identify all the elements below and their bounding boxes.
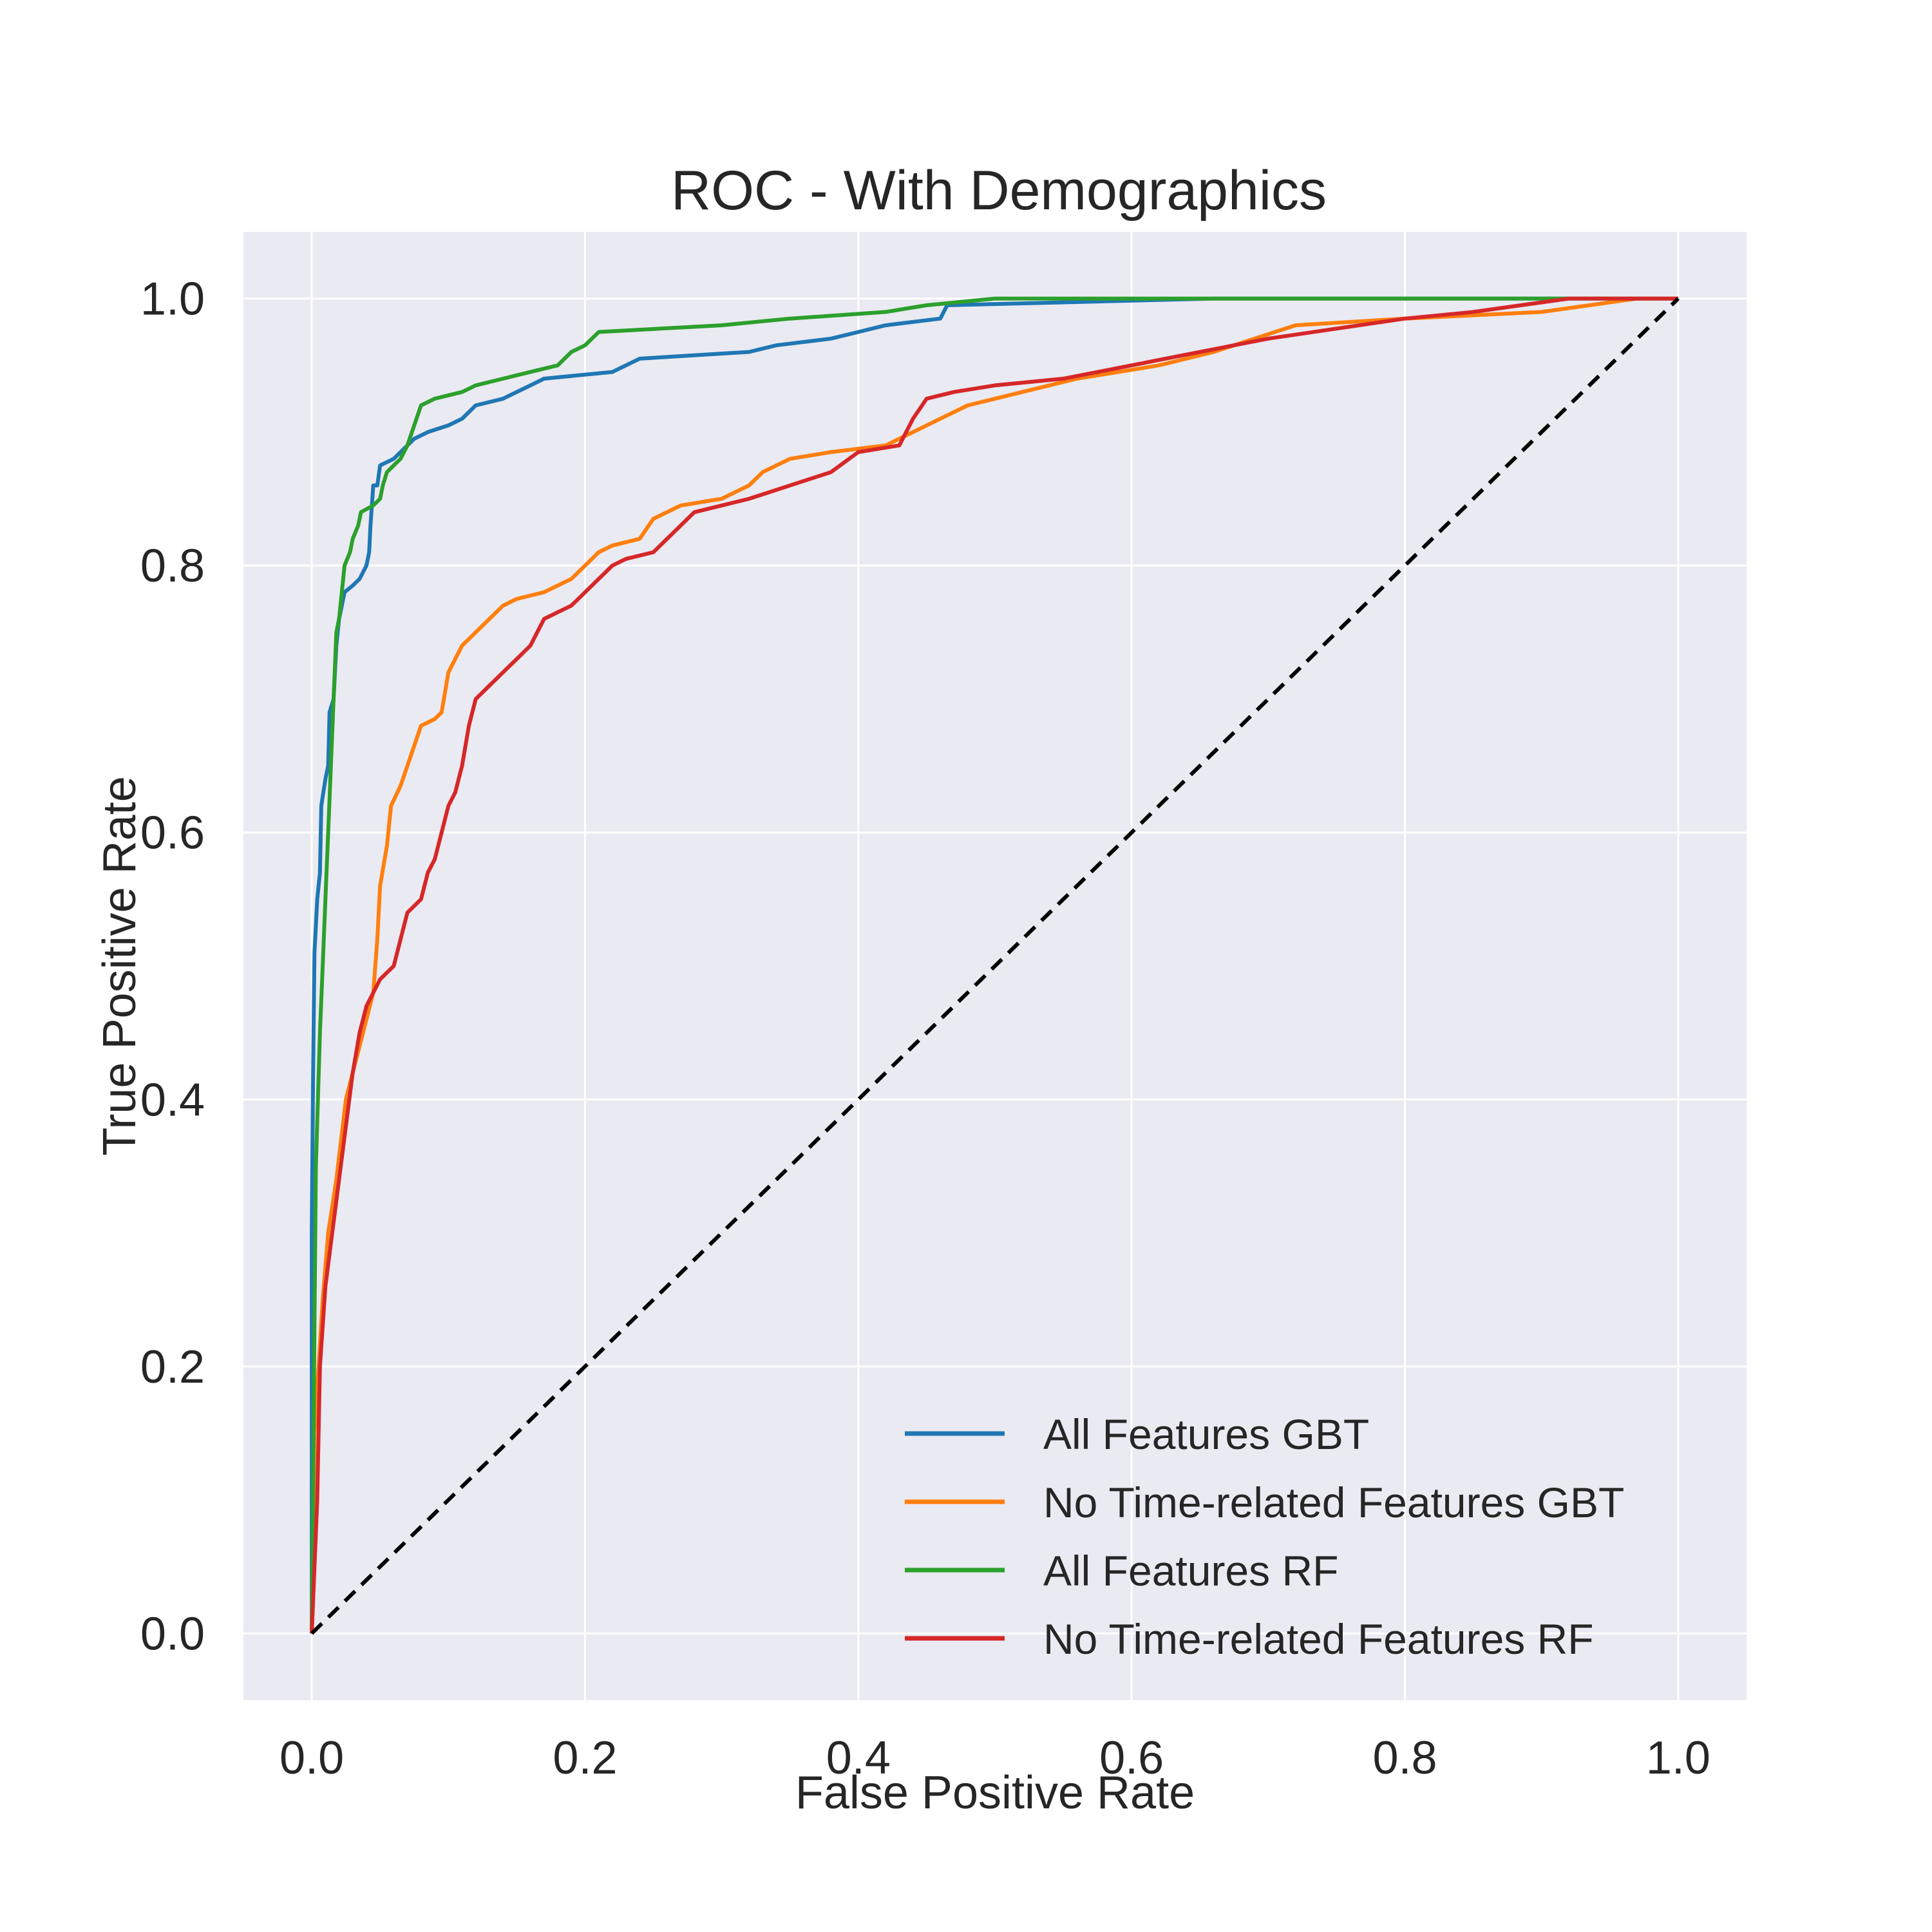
x-tick-label-3: 0.6 — [1099, 1732, 1164, 1784]
y-tick-label-4: 0.8 — [140, 540, 205, 592]
x-tick-label-4: 0.8 — [1372, 1732, 1437, 1784]
legend-label-3: No Time-related Features RF — [1043, 1615, 1594, 1663]
y-tick-label-5: 1.0 — [140, 274, 205, 325]
x-tick-label-2: 0.4 — [826, 1732, 891, 1784]
legend-label-2: All Features RF — [1043, 1547, 1338, 1595]
x-tick-label-1: 0.2 — [553, 1732, 617, 1784]
y-tick-label-2: 0.4 — [140, 1074, 205, 1126]
legend-label-1: No Time-related Features GBT — [1043, 1479, 1624, 1526]
x-tick-label-0: 0.0 — [279, 1732, 344, 1784]
legend-label-0: All Features GBT — [1043, 1410, 1369, 1458]
x-tick-label-5: 1.0 — [1646, 1732, 1710, 1784]
y-tick-label-0: 0.0 — [140, 1608, 205, 1660]
chart-title: ROC - With Demographics — [671, 160, 1327, 222]
y-axis-label: True Positive Rate — [94, 776, 146, 1156]
y-tick-label-3: 0.6 — [140, 808, 205, 859]
y-tick-label-1: 0.2 — [140, 1341, 205, 1393]
